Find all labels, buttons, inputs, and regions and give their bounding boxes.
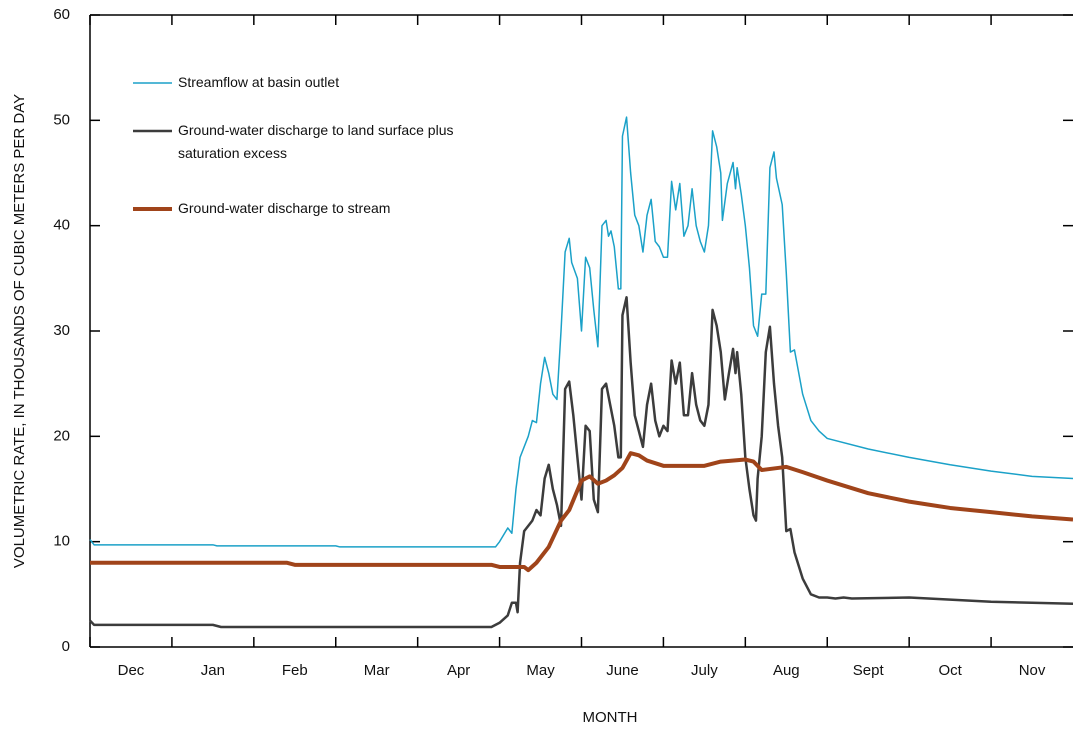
- x-tick-label: Dec: [118, 662, 145, 679]
- y-tick-label: 60: [53, 6, 70, 23]
- x-tick-label: Jan: [201, 662, 225, 679]
- legend-label: Streamflow at basin outlet: [178, 74, 340, 90]
- y-axis-label: VOLUMETRIC RATE, IN THOUSANDS OF CUBIC M…: [11, 94, 28, 568]
- x-tick-label: July: [691, 662, 718, 679]
- x-tick-label: Feb: [282, 662, 308, 679]
- y-tick-label: 40: [53, 217, 70, 234]
- y-tick-label: 50: [53, 111, 70, 128]
- y-tick-label: 10: [53, 533, 70, 550]
- y-tick-label: 20: [53, 427, 70, 444]
- x-tick-label: Sept: [853, 662, 885, 679]
- x-tick-label: Oct: [938, 662, 962, 679]
- x-tick-label: Nov: [1019, 662, 1046, 679]
- data-line: [90, 451, 1073, 573]
- x-axis-label: MONTH: [583, 709, 638, 726]
- data-line: [89, 116, 1073, 548]
- legend-label: Ground-water discharge to land surface p…: [178, 122, 454, 161]
- legend-label: Ground-water discharge to stream: [178, 200, 391, 216]
- x-tick-label: Apr: [447, 662, 470, 679]
- y-tick-label: 30: [53, 322, 70, 339]
- x-tick-label: May: [526, 662, 555, 679]
- x-tick-label: Aug: [773, 662, 800, 679]
- y-tick-label: 0: [62, 638, 70, 655]
- data-line: [89, 296, 1073, 629]
- x-tick-label: June: [606, 662, 639, 679]
- x-tick-label: Mar: [364, 662, 390, 679]
